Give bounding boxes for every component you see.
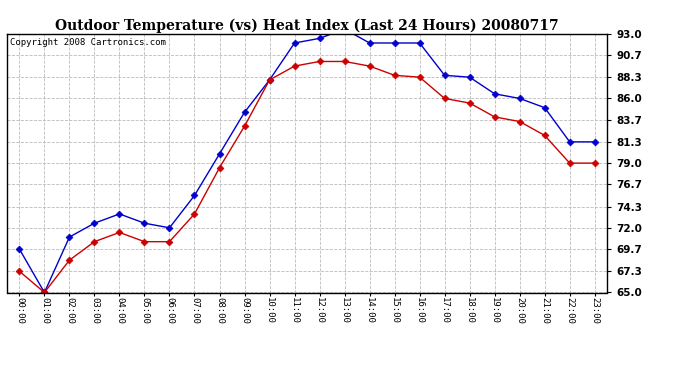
Title: Outdoor Temperature (vs) Heat Index (Last 24 Hours) 20080717: Outdoor Temperature (vs) Heat Index (Las… [55, 18, 559, 33]
Text: Copyright 2008 Cartronics.com: Copyright 2008 Cartronics.com [10, 38, 166, 46]
